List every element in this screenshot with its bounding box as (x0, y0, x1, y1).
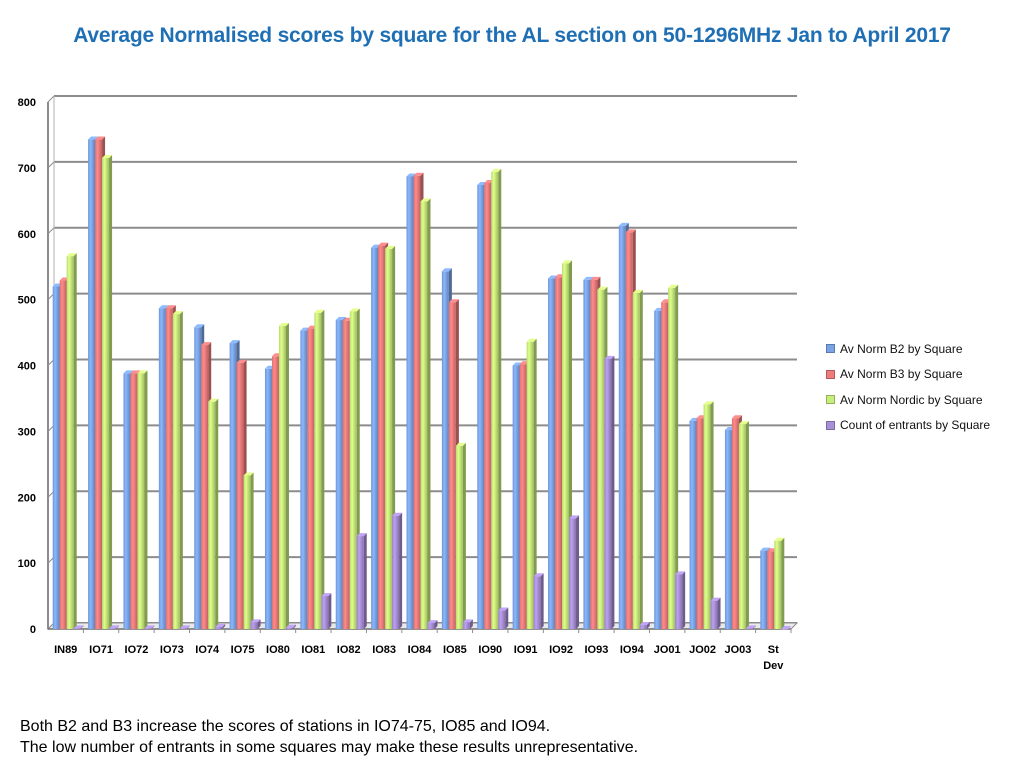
y-tick-label: 500 (18, 295, 36, 307)
bar (491, 168, 502, 629)
axis-labels: 0 100 200 300 400 500 600 700 800 IN89 IO71 IO72 IO7… (18, 97, 785, 672)
y-tick-label: 0 (30, 624, 36, 636)
bar (710, 597, 721, 629)
bar (321, 593, 332, 629)
bar (420, 198, 431, 629)
legend-label-b2: Av Norm B2 by Square (840, 341, 963, 356)
x-tick-label: IO81 (301, 644, 325, 656)
bar (738, 421, 749, 629)
legend-item-count: Count of entrants by Square (826, 413, 990, 439)
x-tick-label: IO92 (549, 644, 573, 656)
x-tick-label: IO93 (584, 644, 608, 656)
x-tick-label: IO91 (514, 644, 538, 656)
x-tick-label: IO73 (160, 644, 184, 656)
x-tick-label: IO75 (231, 644, 255, 656)
bar (66, 253, 77, 629)
y-tick-label: 300 (18, 426, 36, 438)
bar (668, 284, 679, 629)
bar (427, 620, 438, 629)
legend-label-count: Count of entrants by Square (840, 418, 991, 433)
y-tick-label: 700 (18, 163, 36, 175)
bar (285, 624, 296, 629)
bar (498, 607, 509, 629)
note-line-1: Both B2 and B3 increase the scores of st… (20, 718, 551, 735)
bars (52, 136, 792, 630)
x-tick-label: IO71 (89, 644, 113, 656)
legend-swatch-b2 (826, 344, 835, 354)
bar (604, 355, 615, 629)
bar (102, 154, 113, 629)
legend-swatch-nordic (826, 395, 835, 405)
bar (73, 625, 84, 629)
x-tick-label: JO03 (724, 644, 751, 656)
note-line-2: The low number of entrants in some squar… (20, 739, 639, 756)
x-tick-label: IO84 (408, 644, 433, 656)
x-tick-label: IO72 (125, 644, 149, 656)
legend-item-b2: Av Norm B2 by Square (826, 336, 990, 362)
x-tick-label: IO82 (337, 644, 361, 656)
bar (215, 624, 226, 629)
bar (356, 533, 367, 629)
legend-item-nordic: Av Norm Nordic by Square (826, 387, 990, 413)
bar (526, 338, 537, 629)
bar (569, 515, 580, 629)
bar (781, 626, 792, 630)
bar-chart: 0 100 200 300 400 500 600 700 800 IN89 IO71 IO72 IO7… (18, 95, 799, 672)
legend-item-b3: Av Norm B3 by Square (826, 362, 990, 388)
y-tick-label: 600 (18, 229, 36, 241)
x-tick-label: IN89 (54, 644, 77, 656)
bar (109, 625, 120, 629)
bar (533, 573, 544, 629)
notes: Both B2 and B3 increase the scores of st… (20, 716, 638, 758)
bar (745, 625, 756, 629)
x-tick-label: Dev (763, 660, 784, 672)
bar (703, 401, 714, 629)
legend: Av Norm B2 by Square Av Norm B3 by Squar… (826, 336, 990, 438)
bar (392, 512, 403, 629)
y-tick-label: 400 (18, 361, 36, 373)
bar (243, 472, 254, 629)
bar (774, 537, 785, 629)
bar (172, 311, 183, 629)
y-tick-label: 100 (18, 558, 36, 570)
bar (675, 571, 686, 629)
x-tick-label: IO80 (266, 644, 290, 656)
legend-label-b3: Av Norm B3 by Square (840, 367, 963, 382)
x-tick-label: IO90 (478, 644, 502, 656)
y-tick-label: 800 (18, 97, 36, 109)
bar (144, 625, 155, 629)
bar (314, 309, 325, 629)
legend-swatch-count (826, 420, 835, 430)
bar (455, 442, 466, 629)
bar (250, 619, 261, 629)
bar (179, 625, 190, 629)
bar (639, 622, 650, 629)
chart-title: Average Normalised scores by square for … (73, 24, 951, 47)
bar (208, 398, 219, 629)
bar (632, 290, 643, 629)
x-tick-label: IO85 (443, 644, 467, 656)
bar (278, 322, 289, 629)
x-tick-label: IO94 (620, 644, 645, 656)
bar (462, 619, 473, 629)
x-tick-label: IO83 (372, 644, 396, 656)
x-tick-label: JO02 (689, 644, 716, 656)
bar (137, 370, 148, 629)
x-tick-label: JO01 (654, 644, 681, 656)
x-tick-label: St (768, 644, 779, 656)
legend-swatch-b3 (826, 369, 835, 379)
y-tick-label: 200 (18, 492, 36, 504)
legend-label-nordic: Av Norm Nordic by Square (840, 392, 983, 407)
x-tick-label: IO74 (195, 644, 220, 656)
